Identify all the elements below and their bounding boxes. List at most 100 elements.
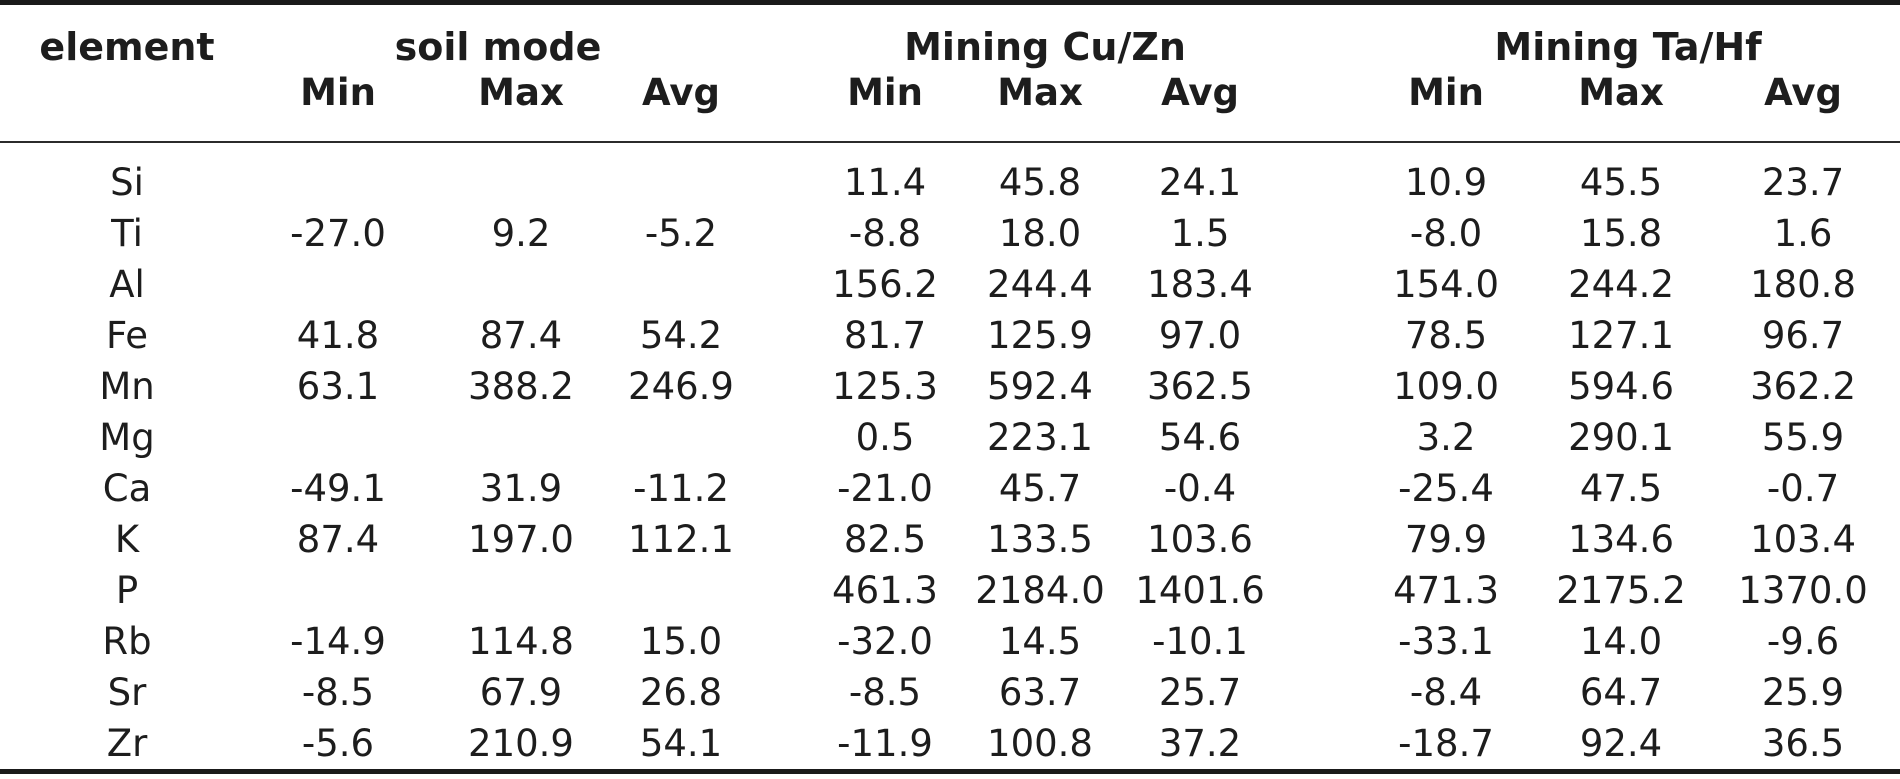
mining-cu-zn-min-cell: 461.3 (832, 569, 938, 612)
column-gap (1290, 208, 1356, 259)
table-row: Si 11.4 45.8 24.1 10.9 45.5 23.7 (0, 142, 1900, 208)
mining-ta-hf-min-cell: 3.2 (1416, 416, 1476, 459)
subheader-mining-cu-zn-min: Min (847, 71, 923, 114)
column-gap (756, 514, 800, 565)
mining-cu-zn-max-cell: 18.0 (998, 212, 1082, 255)
table-row: Fe 41.8 87.4 54.2 81.7 125.9 97.0 78.5 127.1 96.7 (0, 310, 1900, 361)
column-gap (1290, 667, 1356, 718)
table-header: element soil mode Mining Cu/Zn Mining Ta… (0, 3, 1900, 142)
mining-ta-hf-avg-cell: 180.8 (1750, 263, 1856, 306)
soil-mode-avg-cell: -11.2 (633, 467, 729, 510)
soil-mode-max-cell (436, 259, 606, 310)
mining-ta-hf-max-cell: 47.5 (1579, 467, 1663, 510)
table-row: Mn 63.1 388.2 246.9 125.3 592.4 362.5 109.0 594.… (0, 361, 1900, 412)
mining-cu-zn-min-cell: 11.4 (843, 161, 927, 204)
column-gap (756, 208, 800, 259)
soil-mode-min-cell: -14.9 (290, 620, 386, 663)
column-gap (756, 142, 800, 208)
mining-cu-zn-avg-cell: -0.4 (1163, 467, 1237, 510)
mining-ta-hf-min-cell: 79.9 (1404, 518, 1488, 561)
mining-cu-zn-max-cell: 244.4 (987, 263, 1093, 306)
mining-cu-zn-min-cell: 82.5 (843, 518, 927, 561)
soil-mode-avg-cell (606, 142, 756, 208)
soil-mode-max-cell: 67.9 (479, 671, 563, 714)
mining-cu-zn-avg-cell: 103.6 (1147, 518, 1253, 561)
mining-cu-zn-max-cell: 2184.0 (975, 569, 1105, 612)
element-cell: P (115, 569, 139, 612)
mining-ta-hf-max-cell: 244.2 (1568, 263, 1674, 306)
column-gap (1290, 3, 1356, 143)
mining-cu-zn-min-cell: -11.9 (837, 722, 933, 765)
soil-mode-max-cell: 388.2 (468, 365, 574, 408)
mining-ta-hf-min-cell: 109.0 (1393, 365, 1499, 408)
mining-ta-hf-min-cell: 154.0 (1393, 263, 1499, 306)
mining-ta-hf-min-cell: 78.5 (1404, 314, 1488, 357)
mining-ta-hf-max-cell: 134.6 (1568, 518, 1674, 561)
column-gap (756, 310, 800, 361)
column-gap (1290, 565, 1356, 616)
table-row: Sr -8.5 67.9 26.8 -8.5 63.7 25.7 -8.4 64.7 25.9 (0, 667, 1900, 718)
mining-ta-hf-max-cell: 127.1 (1568, 314, 1674, 357)
mining-ta-hf-max-cell: 64.7 (1579, 671, 1663, 714)
table-row: Ti -27.0 9.2 -5.2 -8.8 18.0 1.5 -8.0 15.8 1.6 (0, 208, 1900, 259)
mining-ta-hf-min-cell: -18.7 (1398, 722, 1494, 765)
soil-mode-avg-cell (606, 259, 756, 310)
mining-cu-zn-avg-cell: 25.7 (1158, 671, 1242, 714)
mining-ta-hf-avg-cell: 25.9 (1761, 671, 1845, 714)
mining-cu-zn-min-cell: -8.5 (848, 671, 922, 714)
table-row: Ca -49.1 31.9 -11.2 -21.0 45.7 -0.4 -25.4 47.5 -0… (0, 463, 1900, 514)
mining-cu-zn-min-cell: 81.7 (843, 314, 927, 357)
mining-cu-zn-max-cell: 63.7 (998, 671, 1082, 714)
group-header-mining-ta-hf: Mining Ta/Hf (1494, 25, 1762, 69)
soil-mode-min-cell: -49.1 (290, 467, 386, 510)
soil-mode-min-cell: -27.0 (290, 212, 386, 255)
mining-ta-hf-avg-cell: 96.7 (1761, 314, 1845, 357)
mining-ta-hf-min-cell: 471.3 (1393, 569, 1499, 612)
mining-cu-zn-min-cell: -8.8 (848, 212, 922, 255)
soil-mode-avg-cell: 26.8 (639, 671, 723, 714)
mining-ta-hf-max-cell: 15.8 (1579, 212, 1663, 255)
column-header-element: element (39, 25, 215, 69)
mining-cu-zn-max-cell: 14.5 (998, 620, 1082, 663)
mining-cu-zn-avg-cell: 183.4 (1147, 263, 1253, 306)
mining-ta-hf-avg-cell: 55.9 (1761, 416, 1845, 459)
element-cell: Zr (106, 722, 148, 765)
mining-ta-hf-max-cell: 290.1 (1568, 416, 1674, 459)
soil-mode-avg-cell: 15.0 (639, 620, 723, 663)
subheader-mining-ta-hf-min: Min (1408, 71, 1484, 114)
soil-mode-max-cell: 31.9 (479, 467, 563, 510)
mining-ta-hf-min-cell: -8.0 (1409, 212, 1483, 255)
subheader-mining-ta-hf-avg: Avg (1764, 71, 1842, 114)
mining-ta-hf-avg-cell: 103.4 (1750, 518, 1856, 561)
element-cell: Ti (111, 212, 143, 255)
soil-mode-min-cell: 41.8 (296, 314, 380, 357)
mining-cu-zn-avg-cell: 362.5 (1147, 365, 1253, 408)
column-gap (1290, 463, 1356, 514)
mining-cu-zn-avg-cell: -10.1 (1152, 620, 1248, 663)
soil-mode-avg-cell (606, 565, 756, 616)
column-gap (756, 3, 800, 143)
element-cell: K (114, 518, 140, 561)
column-gap (756, 463, 800, 514)
soil-mode-max-cell: 197.0 (468, 518, 574, 561)
column-gap (1290, 616, 1356, 667)
soil-mode-max-cell (436, 142, 606, 208)
mining-ta-hf-avg-cell: -9.6 (1766, 620, 1840, 663)
soil-mode-max-cell (436, 412, 606, 463)
soil-mode-min-cell (240, 142, 436, 208)
mining-cu-zn-max-cell: 133.5 (987, 518, 1093, 561)
mining-cu-zn-max-cell: 223.1 (987, 416, 1093, 459)
column-gap (1290, 412, 1356, 463)
soil-mode-max-cell: 210.9 (468, 722, 574, 765)
soil-mode-max-cell: 114.8 (468, 620, 574, 663)
group-header-soil-mode: soil mode (394, 25, 602, 69)
mining-cu-zn-max-cell: 45.7 (998, 467, 1082, 510)
element-cell: Si (110, 161, 144, 204)
group-header-row: element soil mode Mining Cu/Zn Mining Ta… (0, 3, 1900, 67)
mining-cu-zn-max-cell: 125.9 (987, 314, 1093, 357)
column-gap (1290, 361, 1356, 412)
soil-mode-min-cell (240, 259, 436, 310)
soil-mode-min-cell: -5.6 (301, 722, 375, 765)
